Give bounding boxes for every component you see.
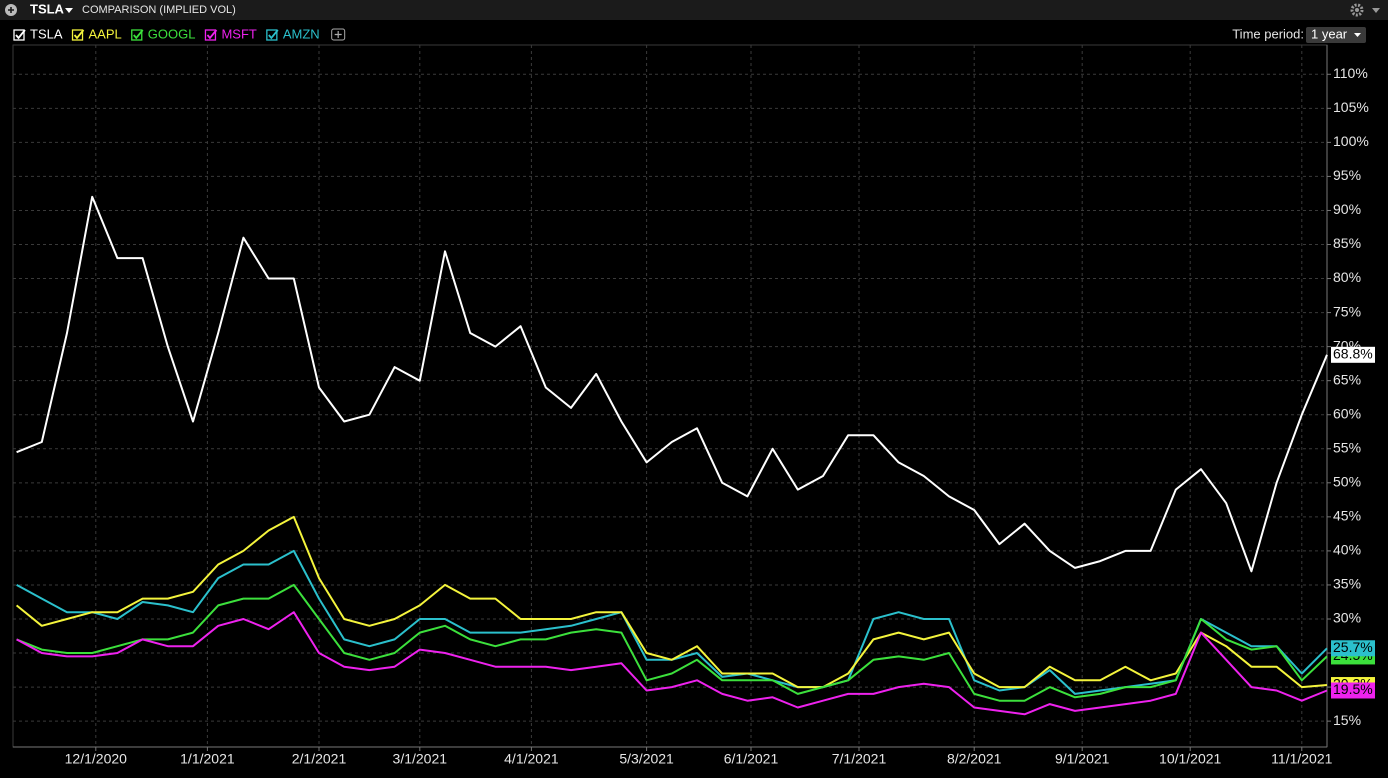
legend-checkbox [71,29,84,41]
symbol-dropdown[interactable] [65,8,73,13]
legend-label: GOOGL [148,26,196,41]
legend-item[interactable]: MSFT [204,26,257,41]
legend-check [133,29,144,40]
title-bar [0,0,1388,20]
settings-dropdown[interactable] [1372,8,1380,13]
legend-check [73,29,85,40]
y-tick-label: 40% [1333,542,1361,558]
x-tick-label: 1/1/2021 [180,751,235,767]
y-tick-label: 85% [1333,235,1361,251]
settings-icon[interactable] [1350,3,1364,17]
series-line [16,583,1328,702]
gear [1350,3,1364,17]
legend-label: MSFT [221,26,256,41]
last-value-box [1331,346,1375,363]
y-tick-label: 35% [1333,576,1361,592]
y-tick-label: 55% [1333,439,1361,455]
add-box [331,28,346,41]
y-tick-label: 60% [1333,405,1361,421]
legend-check [15,29,26,40]
x-tick-label: 2/1/2021 [292,751,347,767]
time-period-value: 1 year [1311,26,1348,41]
legend-checkbox [266,29,278,41]
last-value-label: 19.5% [1333,681,1373,697]
add-symbol-button[interactable] [331,28,346,41]
legend-item[interactable]: AMZN [266,26,320,41]
legend-item[interactable]: TSLA [13,26,63,41]
legend-label: TSLA [30,26,63,41]
y-tick-label: 110% [1333,65,1368,81]
add-icon [334,31,342,38]
legend-check [206,29,218,40]
last-value-box [1331,682,1375,699]
legend-check [268,29,279,40]
time-period-label: Time period: [1232,26,1304,41]
gear-hub [1355,8,1359,12]
last-value-label: 68.8% [1333,346,1373,362]
legend-checkbox [13,29,25,41]
series-line [15,515,1328,689]
legend-label: AAPL [89,26,122,41]
y-tick-label: 45% [1333,508,1361,524]
x-tick-label: 6/1/2021 [724,751,779,767]
x-tick-label: 8/2/2021 [947,751,1002,767]
y-tick-label: 30% [1333,610,1361,626]
legend-checkbox [204,29,217,41]
x-tick-label: 3/1/2021 [393,751,448,767]
last-value-box [1331,640,1375,657]
x-tick-label: 11/1/2021 [1271,751,1332,767]
y-tick-label: 65% [1333,371,1361,387]
y-tick-label: 105% [1333,99,1369,115]
time-period-arrow [1354,33,1361,37]
legend-label: AMZN [283,26,320,41]
legend-item[interactable]: AAPL [71,26,122,41]
legend-checkbox [131,29,143,41]
legend-item[interactable]: GOOGL [131,26,196,41]
series-line [16,195,1328,573]
y-tick-label: 75% [1333,303,1361,319]
y-tick-label: 95% [1333,167,1361,183]
window-title: COMPARISON (IMPLIED VOL) [82,4,236,16]
series-line [16,611,1328,716]
x-tick-label: 4/1/2021 [504,751,559,767]
y-tick-label: 90% [1333,201,1361,217]
x-tick-label: 9/1/2021 [1055,751,1110,767]
y-tick-label: 50% [1333,474,1361,490]
y-tick-label: 100% [1333,133,1369,149]
symbol[interactable]: TSLA [30,1,65,16]
x-tick-label: 7/1/2021 [832,751,887,767]
menu-icon [8,7,14,13]
y-tick-label: 15% [1333,712,1361,728]
x-tick-label: 12/1/2020 [65,751,127,767]
x-tick-label: 10/1/2021 [1159,751,1221,767]
x-tick-label: 5/3/2021 [619,751,674,767]
y-tick-label: 80% [1333,269,1361,285]
time-period-select[interactable] [1306,27,1366,43]
last-value-label: 25.7% [1333,639,1373,655]
